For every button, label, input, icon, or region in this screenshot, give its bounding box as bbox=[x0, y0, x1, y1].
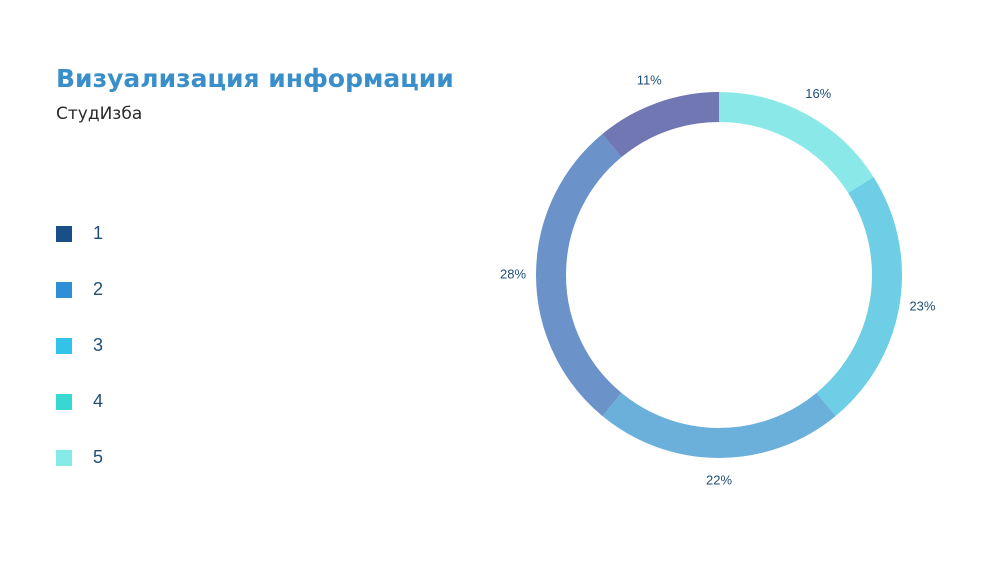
legend-item-1: 1 bbox=[56, 223, 176, 244]
legend-item-4: 4 bbox=[56, 391, 176, 412]
legend-swatch-3 bbox=[56, 338, 72, 354]
legend-label-2: 2 bbox=[93, 279, 104, 299]
donut-slice-3 bbox=[602, 392, 836, 458]
legend-item-2: 2 bbox=[56, 279, 176, 300]
legend-label-1: 1 bbox=[93, 223, 104, 243]
legend-item-3: 3 bbox=[56, 335, 176, 356]
legend-item-5: 5 bbox=[56, 447, 176, 468]
slice-label-2: 23% bbox=[909, 299, 935, 314]
legend-label-3: 3 bbox=[93, 335, 104, 355]
slice-label-3: 22% bbox=[706, 472, 732, 487]
slice-label-1: 16% bbox=[805, 86, 831, 101]
chart-title: Визуализация информации bbox=[56, 64, 454, 93]
legend-swatch-4 bbox=[56, 394, 72, 410]
legend-swatch-5 bbox=[56, 450, 72, 466]
donut-slice-1 bbox=[718, 92, 874, 194]
donut-slice-5 bbox=[602, 92, 720, 158]
legend-swatch-1 bbox=[56, 226, 72, 242]
donut-slice-4 bbox=[536, 134, 622, 416]
slice-label-5: 11% bbox=[637, 73, 662, 88]
legend-swatch-2 bbox=[56, 282, 72, 298]
legend-label-5: 5 bbox=[93, 447, 104, 467]
legend-label-4: 4 bbox=[93, 391, 104, 411]
legend: 1 2 3 4 5 bbox=[56, 223, 176, 474]
donut-slice-2 bbox=[816, 176, 902, 416]
slice-label-4: 28% bbox=[500, 266, 526, 281]
chart-subtitle: СтудИзба bbox=[56, 104, 143, 124]
